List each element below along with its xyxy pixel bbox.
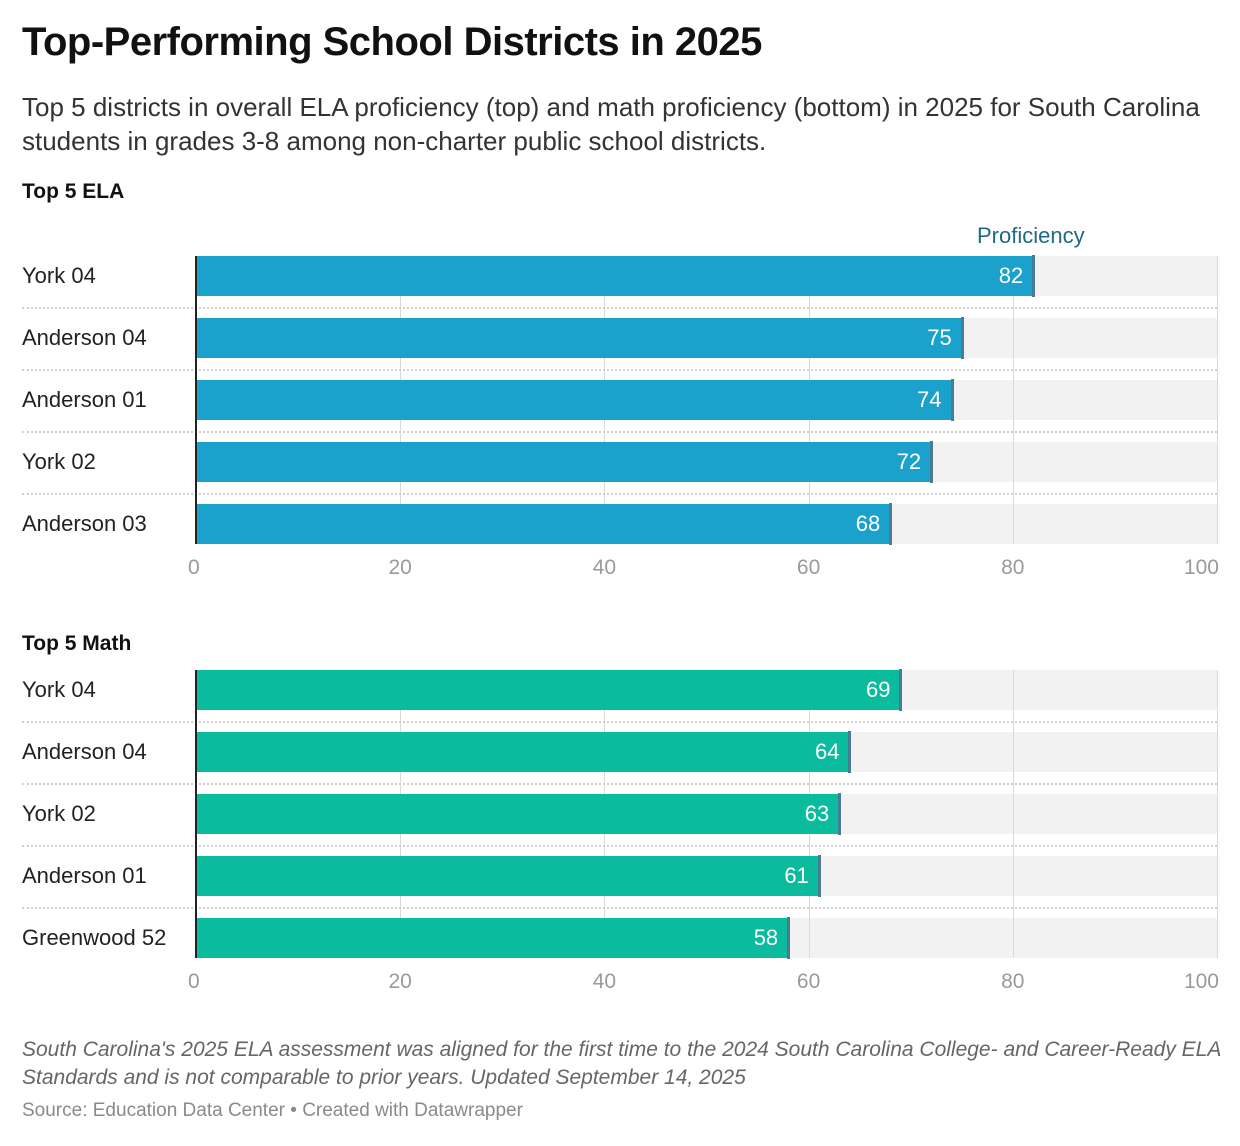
gridline bbox=[1217, 670, 1218, 958]
bar-end-marker bbox=[930, 441, 934, 483]
bar-end-marker bbox=[817, 855, 821, 897]
row-separator bbox=[22, 845, 1217, 847]
y-axis-line bbox=[195, 256, 197, 544]
row-separator bbox=[22, 721, 1217, 723]
chart-subtitle: Top 5 districts in overall ELA proficien… bbox=[22, 92, 1200, 156]
row-separator bbox=[22, 907, 1217, 909]
value-label: 75 bbox=[927, 325, 952, 350]
category-label: York 02 bbox=[22, 449, 96, 474]
x-tick-label: 20 bbox=[388, 556, 412, 579]
bar-end-marker bbox=[848, 731, 852, 773]
bar bbox=[196, 256, 1034, 296]
category-label: York 04 bbox=[22, 263, 96, 288]
math-section-title: Top 5 Math bbox=[22, 632, 132, 655]
y-axis-line bbox=[195, 670, 197, 958]
bar bbox=[196, 918, 789, 958]
chart-title: Top-Performing School Districts in 2025 bbox=[22, 20, 762, 64]
value-label: 68 bbox=[855, 511, 881, 536]
x-tick-label: 20 bbox=[388, 970, 412, 993]
bar-end-marker bbox=[960, 317, 964, 359]
bar bbox=[196, 318, 962, 358]
value-label: 64 bbox=[814, 739, 840, 764]
x-tick-label: 80 bbox=[1001, 970, 1025, 993]
value-label: 61 bbox=[784, 863, 809, 888]
source-line: Source: Education Data Center • Created … bbox=[22, 1100, 523, 1121]
bar-end-marker bbox=[838, 793, 842, 835]
bar bbox=[196, 732, 850, 772]
bar-end-marker bbox=[899, 669, 903, 711]
value-label: 82 bbox=[998, 263, 1024, 288]
gridline bbox=[1217, 256, 1218, 544]
row-separator bbox=[22, 493, 1217, 495]
bar bbox=[196, 794, 840, 834]
row-separator bbox=[22, 307, 1217, 309]
gridline bbox=[1012, 256, 1014, 544]
bar bbox=[196, 504, 891, 544]
gridline bbox=[1012, 670, 1014, 958]
x-tick-label: 100 bbox=[1183, 970, 1219, 993]
row-separator bbox=[22, 431, 1217, 433]
bar bbox=[196, 670, 901, 710]
category-label: York 02 bbox=[22, 801, 96, 826]
value-label: 74 bbox=[917, 387, 942, 412]
bar-end-marker bbox=[787, 917, 791, 959]
x-tick-label: 100 bbox=[1183, 556, 1219, 579]
ela-section-title: Top 5 ELA bbox=[22, 180, 125, 203]
footnote: South Carolina's 2025 ELA assessment was… bbox=[22, 1038, 1221, 1089]
row-separator bbox=[22, 783, 1217, 785]
value-label: 58 bbox=[753, 925, 779, 950]
bar bbox=[196, 380, 952, 420]
category-label: Anderson 01 bbox=[22, 387, 147, 412]
category-label: Anderson 04 bbox=[22, 325, 147, 350]
bar-end-marker bbox=[950, 379, 954, 421]
category-label: Anderson 04 bbox=[22, 739, 147, 764]
bar bbox=[196, 856, 819, 896]
value-label: 69 bbox=[866, 677, 891, 702]
bar bbox=[196, 442, 932, 482]
category-label: Anderson 03 bbox=[22, 511, 147, 536]
x-tick-label: 0 bbox=[188, 970, 200, 993]
bar-end-marker bbox=[889, 503, 893, 545]
proficiency-label: Proficiency bbox=[977, 223, 1085, 248]
category-label: York 04 bbox=[22, 677, 96, 702]
value-label: 72 bbox=[896, 449, 922, 474]
x-tick-label: 0 bbox=[188, 556, 200, 579]
bar-end-marker bbox=[1032, 255, 1036, 297]
row-separator bbox=[22, 369, 1217, 371]
category-label: Anderson 01 bbox=[22, 863, 147, 888]
x-tick-label: 60 bbox=[796, 970, 821, 993]
x-tick-label: 80 bbox=[1001, 556, 1025, 579]
x-tick-label: 40 bbox=[592, 556, 617, 579]
x-tick-label: 40 bbox=[592, 970, 617, 993]
x-tick-label: 60 bbox=[796, 556, 821, 579]
category-label: Greenwood 52 bbox=[22, 925, 167, 950]
value-label: 63 bbox=[804, 801, 830, 826]
